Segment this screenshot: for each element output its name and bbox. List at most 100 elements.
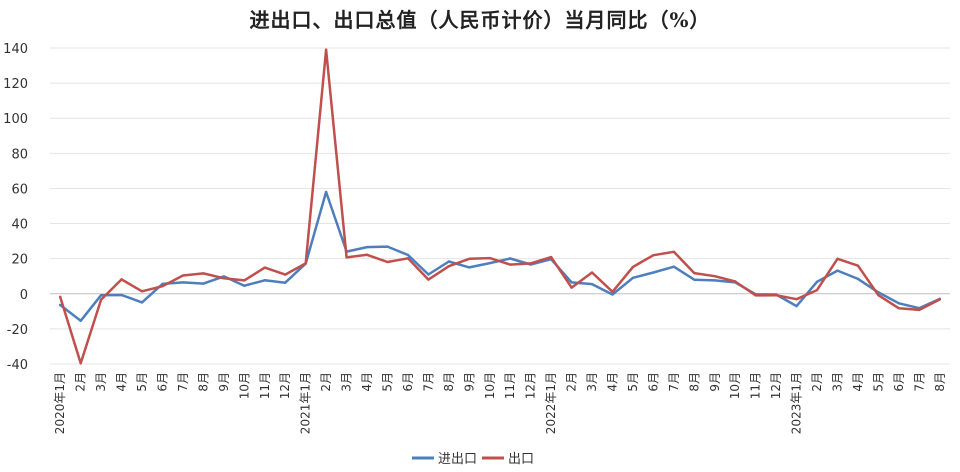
data-point (713, 275, 716, 278)
x-tick-label: 11月 (749, 372, 763, 399)
data-point (795, 298, 798, 301)
data-point (754, 294, 757, 297)
data-point (263, 279, 266, 282)
data-point (918, 308, 921, 312)
data-point (79, 362, 82, 365)
data-point (263, 266, 266, 269)
x-tick-label: 9月 (217, 372, 231, 392)
data-point (99, 298, 103, 301)
x-tick-label: 7月 (421, 372, 435, 392)
data-point (836, 257, 839, 261)
y-tick-label: 60 (11, 182, 28, 197)
data-point (181, 274, 185, 277)
data-point (140, 301, 144, 304)
data-point (406, 253, 410, 257)
x-tick-label: 2023年1月 (790, 372, 804, 434)
data-point (549, 255, 553, 259)
data-point (631, 265, 635, 269)
data-point (427, 273, 430, 276)
data-point (590, 271, 594, 274)
data-point (590, 282, 594, 286)
data-point (243, 279, 246, 282)
data-point (243, 284, 246, 287)
x-tick-label: 11月 (503, 372, 517, 399)
data-point (99, 293, 103, 297)
data-point (815, 288, 819, 292)
data-point (140, 290, 144, 293)
data-point (324, 48, 328, 51)
data-point (202, 272, 205, 275)
y-tick-label: 140 (3, 42, 28, 57)
y-tick-label: 120 (3, 77, 28, 92)
x-tick-label: 9月 (708, 372, 722, 392)
data-point (386, 245, 389, 248)
data-point (161, 285, 164, 288)
x-tick-label: 8月 (442, 372, 456, 392)
x-tick-label: 4月 (360, 372, 374, 392)
x-tick-label: 9月 (462, 372, 476, 392)
x-tick-label: 2月 (74, 372, 88, 392)
x-tick-label: 12月 (278, 372, 292, 399)
data-point (447, 260, 451, 263)
data-point (386, 260, 389, 264)
data-point (488, 256, 491, 260)
data-point (815, 280, 819, 284)
x-tick-label: 2022年1月 (544, 372, 558, 434)
data-point (406, 257, 410, 260)
x-tick-label: 10月 (728, 372, 742, 399)
data-point (693, 278, 696, 281)
data-point (897, 302, 901, 305)
legend-label: 进出口 (438, 452, 477, 467)
x-tick-label: 2021年1月 (299, 372, 313, 434)
x-tick-label: 3月 (585, 372, 599, 392)
data-point (631, 276, 635, 280)
data-point (836, 269, 839, 272)
data-point (509, 263, 512, 266)
x-tick-label: 6月 (646, 372, 660, 392)
x-tick-label: 6月 (156, 372, 170, 392)
data-point (365, 253, 369, 257)
data-point (611, 290, 614, 294)
x-tick-label: 3月 (831, 372, 845, 392)
data-point (652, 271, 655, 274)
x-tick-label: 7月 (176, 372, 190, 392)
y-tick-label: 0 (20, 288, 28, 303)
data-point (427, 278, 430, 281)
data-point (345, 256, 348, 259)
series-line-1 (58, 190, 942, 323)
y-tick-label: -40 (7, 358, 28, 373)
x-tick-label: 10月 (483, 372, 497, 399)
data-point (509, 257, 512, 260)
y-tick-label: 80 (11, 147, 28, 162)
data-point (570, 286, 573, 289)
y-tick-label: 20 (11, 253, 28, 268)
x-tick-label: 5月 (135, 372, 149, 392)
x-tick-label: 12月 (524, 372, 538, 399)
x-tick-label: 6月 (401, 372, 415, 392)
x-tick-label: 4月 (115, 372, 129, 392)
data-point (59, 303, 62, 307)
data-point (877, 293, 880, 297)
x-tick-label: 10月 (237, 372, 251, 399)
x-tick-label: 4月 (851, 372, 865, 392)
series-line-2 (58, 48, 942, 365)
data-point (120, 293, 123, 297)
data-point (938, 298, 941, 301)
data-point (693, 271, 696, 275)
data-point (734, 280, 737, 283)
data-point (468, 257, 471, 261)
x-tick-label: 7月 (667, 372, 681, 392)
data-point (897, 307, 901, 310)
x-tick-label: 11月 (258, 372, 272, 399)
x-tick-label: 3月 (340, 372, 354, 392)
x-tick-label: 8月 (687, 372, 701, 392)
x-tick-label: 2月 (319, 372, 333, 392)
y-tick-label: 40 (11, 218, 28, 233)
data-point (672, 265, 676, 268)
x-tick-label: 2020年1月 (53, 372, 67, 434)
data-point (570, 281, 573, 284)
x-tick-label: 5月 (871, 372, 885, 392)
y-tick-label: -20 (7, 323, 28, 338)
